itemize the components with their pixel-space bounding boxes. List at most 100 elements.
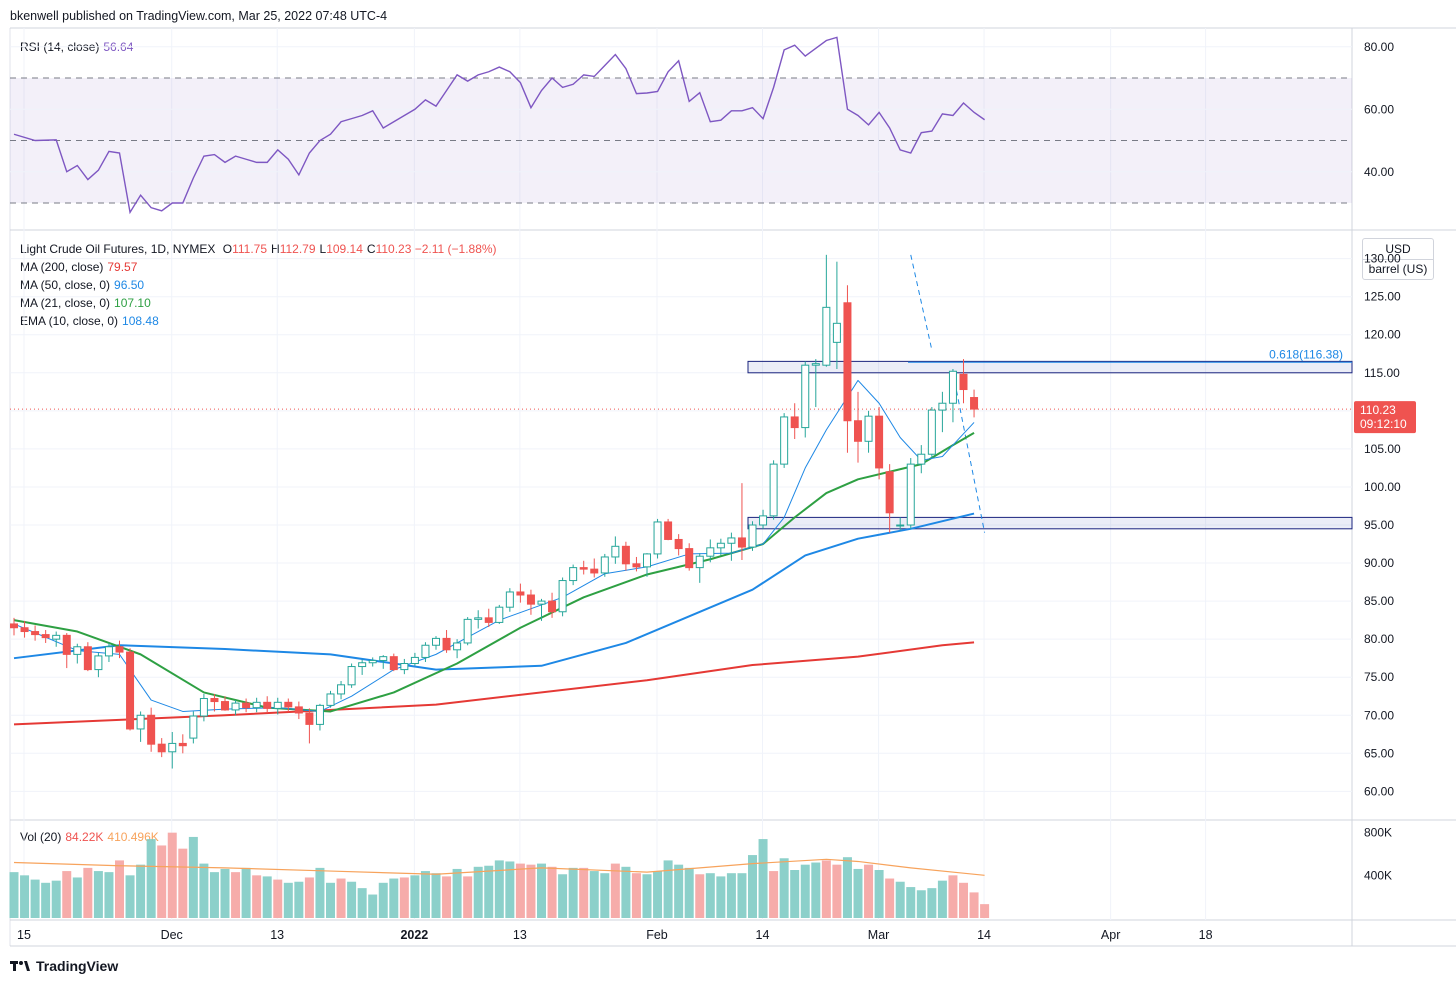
- candle: [927, 407, 936, 459]
- volume-bar: [136, 864, 146, 918]
- currency-pill[interactable]: USD barrel (US): [1362, 238, 1434, 280]
- candle: [896, 517, 905, 531]
- volume-bar: [9, 872, 19, 918]
- rsi-line: [13, 36, 986, 215]
- x-tick-label: 2022: [400, 928, 428, 942]
- volume-bar: [420, 871, 430, 918]
- volume-bar: [93, 871, 103, 918]
- candle: [664, 518, 673, 541]
- volume-bar: [927, 888, 937, 918]
- candle: [674, 534, 683, 556]
- candle: [41, 630, 50, 643]
- candle-body: [685, 548, 694, 569]
- candle: [347, 663, 356, 688]
- candle-body: [505, 591, 514, 608]
- x-tick-label: 14: [977, 928, 991, 942]
- indicator-list: MA (200, close) 79.57 MA (50, close, 0) 96.…: [20, 258, 497, 330]
- indicator-label: EMA (10, close, 0): [20, 314, 119, 328]
- candle-body: [147, 714, 156, 745]
- candle: [959, 359, 968, 404]
- candle: [263, 696, 272, 713]
- candle: [970, 389, 979, 418]
- volume-bar: [811, 862, 821, 918]
- candle-body: [83, 646, 92, 671]
- candle: [400, 658, 409, 675]
- candle: [737, 483, 746, 561]
- price-legend: Light Crude Oil Futures, 1D, NYMEX O111.…: [20, 240, 497, 330]
- candle-body: [463, 618, 472, 644]
- volume-bar: [653, 871, 663, 918]
- volume-bar: [842, 857, 852, 918]
- indicator-value: 79.57: [107, 260, 138, 274]
- volume-bar: [980, 904, 990, 918]
- candle-body: [748, 524, 757, 548]
- candle-body: [537, 600, 546, 605]
- volume-bar: [916, 890, 926, 918]
- volume-bar: [51, 880, 61, 918]
- volume-bar: [125, 875, 135, 918]
- x-tick-label: Apr: [1101, 928, 1120, 942]
- candle: [769, 460, 778, 520]
- candle-body: [801, 364, 810, 429]
- candle-body: [948, 370, 957, 404]
- candle-body: [558, 580, 567, 613]
- candle: [484, 608, 493, 627]
- candle: [178, 734, 187, 754]
- volume-legend-label: Vol (20): [20, 830, 62, 844]
- volume-bar: [537, 863, 546, 918]
- volume-bar: [83, 867, 93, 918]
- candle: [938, 391, 947, 433]
- candle-body: [199, 698, 208, 717]
- candle-body: [906, 463, 915, 526]
- symbol-line: Light Crude Oil Futures, 1D, NYMEX O111.…: [20, 240, 497, 258]
- candle-body: [569, 567, 578, 582]
- candle: [432, 636, 440, 650]
- volume-bar: [758, 839, 768, 918]
- candle-body: [769, 463, 778, 517]
- tradingview-footer[interactable]: TradingView: [10, 958, 118, 974]
- candle-body: [885, 471, 894, 514]
- candle: [653, 518, 662, 559]
- price-tick-label: 80.00: [1364, 632, 1394, 646]
- candle: [168, 732, 177, 769]
- rsi-tick-label: 60.00: [1364, 102, 1394, 116]
- ohlc-l: L109.14: [319, 242, 363, 256]
- candle-body: [358, 662, 367, 668]
- candle-body: [822, 306, 831, 366]
- price-tick-label: 60.00: [1364, 784, 1394, 798]
- candle-body: [548, 600, 557, 613]
- candle-body: [854, 420, 862, 442]
- candle: [548, 592, 557, 618]
- candle: [389, 653, 398, 672]
- candle: [284, 698, 293, 713]
- volume-bar: [336, 878, 346, 918]
- fib-trend-line: [952, 372, 986, 533]
- candle: [875, 407, 884, 480]
- candle: [643, 553, 651, 577]
- candle-body: [780, 416, 789, 465]
- candle-body: [759, 515, 768, 526]
- candle-body: [62, 634, 71, 655]
- candle-body: [337, 684, 346, 695]
- volume-bar: [969, 892, 979, 918]
- candle-body: [526, 594, 535, 605]
- candle: [706, 539, 715, 563]
- volume-tick-label: 400K: [1364, 868, 1392, 882]
- candle: [410, 652, 419, 666]
- candle-body: [379, 656, 388, 661]
- candle-body: [231, 702, 240, 711]
- price-tick-label: 125.00: [1364, 290, 1401, 304]
- volume-bar: [220, 868, 230, 918]
- candle: [790, 403, 799, 440]
- volume-bar: [41, 882, 51, 918]
- volume-bar: [146, 839, 156, 918]
- candle-body: [474, 617, 483, 620]
- volume-bar: [821, 860, 831, 918]
- candle-body: [210, 698, 219, 703]
- volume-bar: [631, 873, 641, 918]
- volume-bar: [442, 876, 452, 918]
- indicator-value: 108.48: [122, 314, 159, 328]
- price-tick-label: 120.00: [1364, 328, 1401, 342]
- candle: [811, 359, 820, 408]
